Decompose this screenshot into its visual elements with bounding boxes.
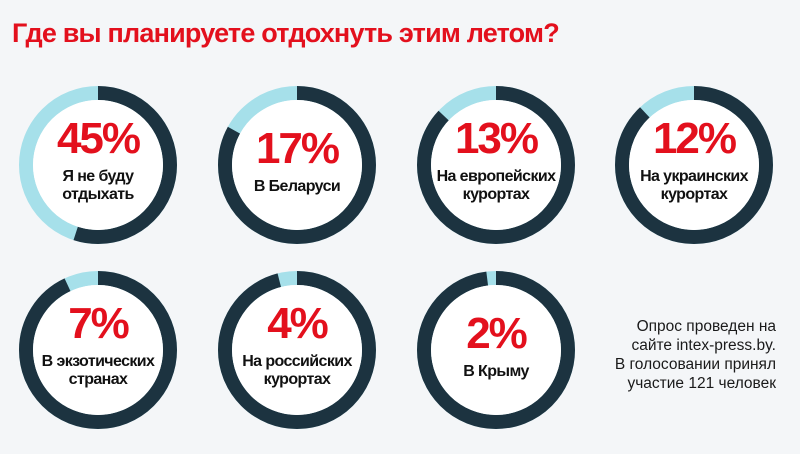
donut-center <box>629 100 759 230</box>
donut-center <box>431 285 561 415</box>
donut-category-label: На российских <box>242 353 352 370</box>
donut-percent-label: 45% <box>57 114 140 163</box>
survey-note-line: участие 121 человек <box>627 375 776 392</box>
donut-center <box>232 285 362 415</box>
donut-filled-arc <box>615 86 773 244</box>
survey-note-line: В голосовании принял <box>614 356 776 373</box>
donut-center <box>232 100 362 230</box>
donut-percent-label: 12% <box>653 114 736 163</box>
donut-category-label: курортах <box>661 186 728 203</box>
donut-category-label: В Крыму <box>463 363 529 380</box>
donut-percent-label: 2% <box>466 309 526 358</box>
survey-note: Опрос проведен на сайте intex-press.by. … <box>615 317 776 393</box>
donut-category-label: На европейских <box>437 168 557 185</box>
survey-note-line: сайте intex-press.by. <box>631 337 776 354</box>
donut-percent-label: 7% <box>68 299 128 348</box>
donut-category-label: На украинских <box>640 168 749 185</box>
donut-percent-label: 4% <box>267 299 327 348</box>
donut-category-label: Я не буду <box>63 168 135 185</box>
donut-item: 17% В Беларуси <box>218 86 376 244</box>
donut-filled-arc <box>218 271 376 429</box>
donut-filled-arc <box>417 86 575 244</box>
donut-filled-arc <box>218 86 376 244</box>
donut-category-label: курортах <box>264 371 331 388</box>
donut-filled-arc <box>417 271 575 429</box>
donut-category-label: В Беларуси <box>254 178 340 195</box>
donut-item: 2% В Крыму <box>417 271 575 429</box>
donut-filled-arc <box>19 86 177 244</box>
donut-percent-label: 13% <box>455 114 538 163</box>
survey-note-line: Опрос проведен на <box>636 318 776 335</box>
donut-percent-label: 17% <box>256 124 339 173</box>
donut-center <box>33 100 163 230</box>
donut-center <box>431 100 561 230</box>
donut-center <box>33 285 163 415</box>
donut-filled-arc <box>19 271 177 429</box>
donut-category-label: странах <box>69 371 128 388</box>
donut-category-label: отдыхать <box>62 186 134 203</box>
page-title: Где вы планируете отдохнуть этим летом? <box>12 18 560 48</box>
donut-category-label: В экзотических <box>42 353 155 370</box>
donut-category-label: курортах <box>463 186 530 203</box>
